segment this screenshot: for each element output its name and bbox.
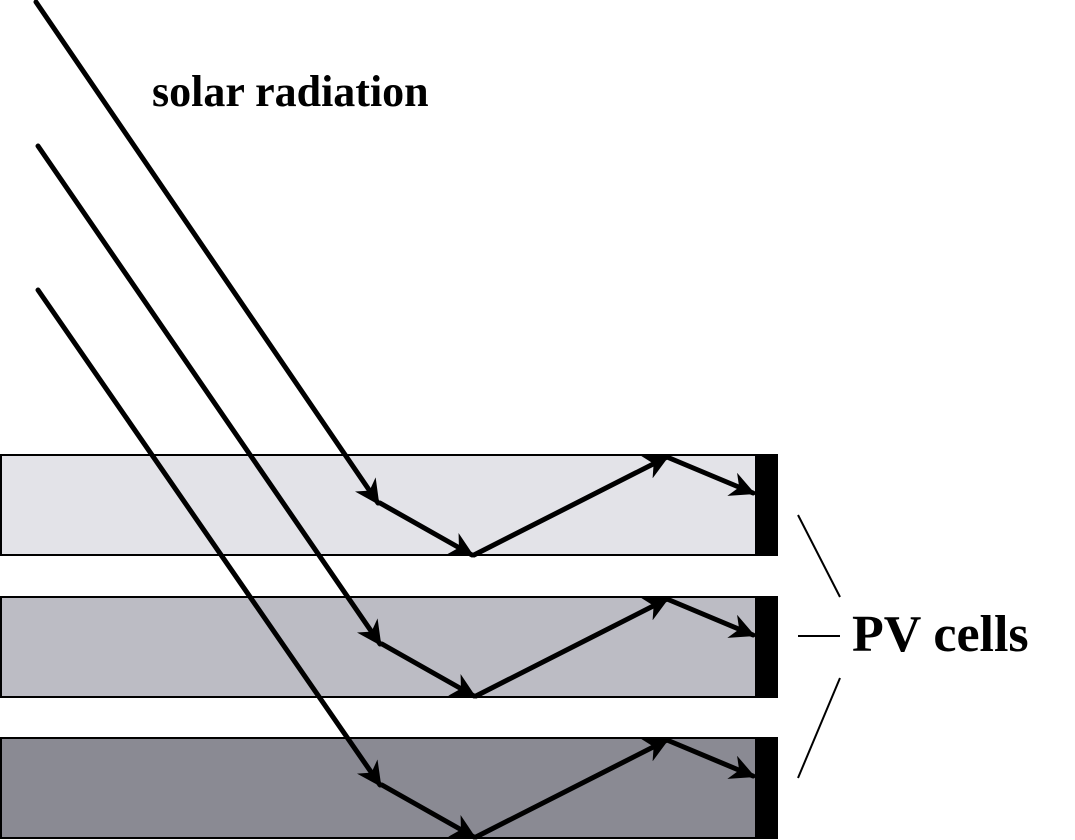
internal-path-middle — [379, 596, 756, 699]
path-segment — [664, 737, 756, 779]
path-segment — [473, 737, 670, 840]
path-segment — [664, 454, 756, 496]
path-segment — [379, 782, 477, 840]
incoming-ray-middle — [35, 143, 383, 647]
internal-path-top — [377, 454, 756, 558]
path-segment — [379, 641, 477, 699]
path-segment — [377, 500, 475, 558]
incoming-ray-bottom — [35, 287, 383, 788]
plate-top-body — [0, 454, 778, 556]
leader-line-top — [797, 514, 841, 598]
pv-cell-middle — [755, 597, 777, 697]
leader-line-bottom — [797, 677, 841, 779]
path-segment — [473, 596, 670, 699]
pv-cell-bottom — [755, 738, 777, 838]
path-segment — [664, 596, 756, 638]
path-segment — [471, 454, 670, 558]
plate-top — [0, 454, 778, 556]
pv-cell-top — [755, 455, 777, 555]
pv-cells-label: PV cells — [852, 606, 1029, 663]
incoming-ray-top — [33, 0, 381, 506]
internal-path-bottom — [379, 737, 756, 840]
solar-radiation-label: solar radiation — [152, 67, 429, 116]
